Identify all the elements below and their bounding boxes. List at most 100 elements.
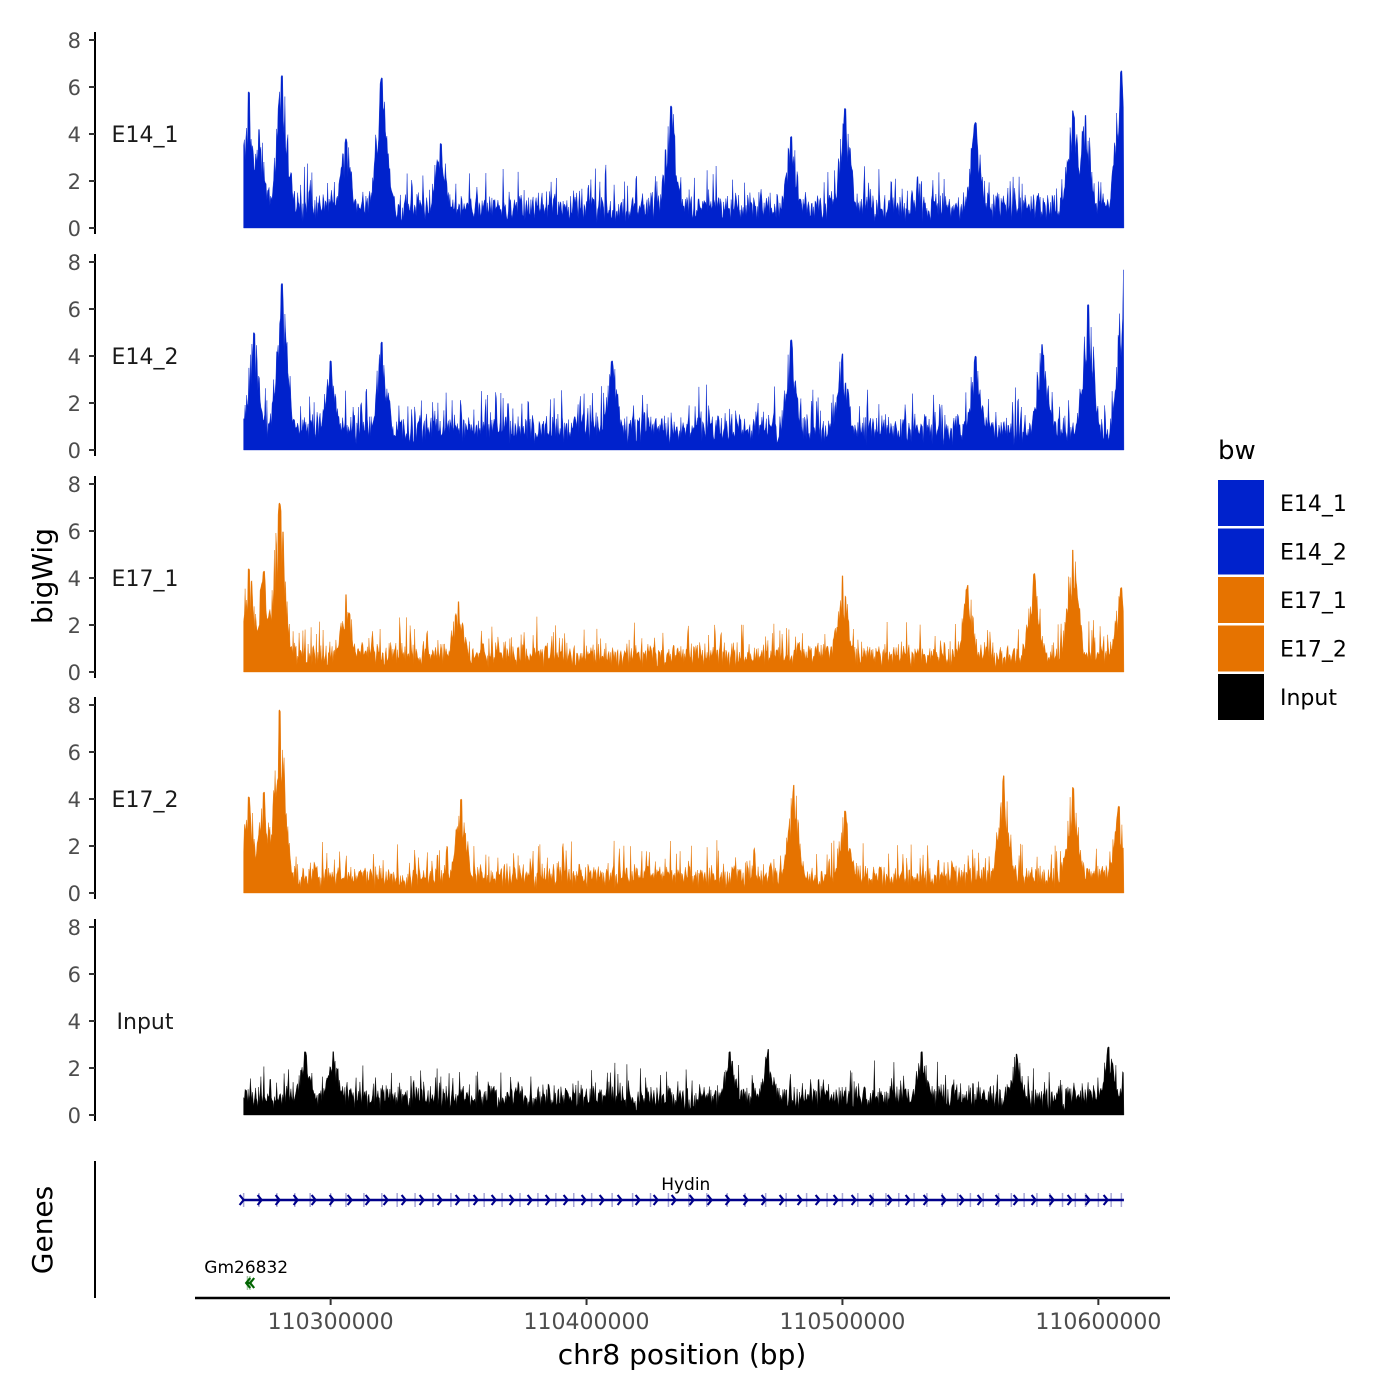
gene-arrow-Hydin-28 (742, 1194, 750, 1206)
gene-arrow-Hydin-7 (364, 1194, 372, 1206)
y-tick-label-Input-0: 0 (68, 1104, 81, 1128)
gene-arrow-Hydin-2 (274, 1194, 282, 1206)
panel-Input: 0 2 4 6 8 Input (68, 916, 1125, 1128)
gene-arrow-Hydin-15 (508, 1194, 516, 1206)
gene-arrow-Hydin-32 (814, 1194, 822, 1206)
y-tick-label-Input-8: 8 (68, 916, 81, 940)
gene-arrow-Hydin-35 (868, 1194, 876, 1206)
gene-arrow-Hydin-22 (634, 1194, 642, 1206)
legend-label-Input: Input (1280, 686, 1337, 711)
gene-arrow-Hydin-36 (886, 1194, 894, 1206)
y-tick-label-E14_2-4: 4 (68, 345, 81, 369)
gene-arrow-Hydin-26 (706, 1194, 714, 1206)
signal-area-E17_1 (243, 502, 1125, 673)
panel-label-Input: Input (117, 1010, 174, 1035)
panel-E14_1: 0 2 4 6 8 E14_1 (68, 29, 1125, 241)
gene-arrow-Hydin-8 (382, 1194, 390, 1206)
gene-arrow-Hydin-25 (688, 1194, 696, 1206)
gene-arrow-Hydin-21 (616, 1194, 624, 1206)
gene-arrow-Hydin-24 (670, 1194, 678, 1206)
bigwig-panels: 0 2 4 6 8 E14_1 0 2 4 6 8 E14_2 0 2 4 6 8 E17_1 0 2 4 6 8 E17_2… (68, 29, 1125, 1128)
y-tick-label-E17_2-8: 8 (68, 694, 81, 718)
gene-arrow-Hydin-23 (652, 1194, 660, 1206)
signal-area-E14_2 (243, 269, 1125, 451)
gene-arrow-Hydin-0 (238, 1194, 246, 1206)
gene-arrow-Hydin-19 (580, 1194, 588, 1206)
legend-label-E14_1: E14_1 (1280, 492, 1347, 517)
y-tick-label-E17_1-6: 6 (68, 520, 81, 544)
signal-area-E17_2 (243, 709, 1125, 894)
y-tick-label-E14_1-8: 8 (68, 29, 81, 53)
gene-arrow-Hydin-9 (400, 1194, 408, 1206)
x-tick-label-110400000: 110400000 (524, 1310, 650, 1335)
panel-E14_2: 0 2 4 6 8 E14_2 (68, 251, 1125, 463)
y-tick-label-E14_1-0: 0 (68, 217, 81, 241)
genes-track: Genes Hydin Gm26832 (26, 1161, 1124, 1298)
x-axis: 110300000 110400000 110500000 110600000 (195, 1296, 1170, 1335)
gene-arrow-Hydin-44 (1030, 1194, 1038, 1206)
panel-E17_2: 0 2 4 6 8 E17_2 (68, 694, 1125, 906)
y-tick-label-E17_2-0: 0 (68, 882, 81, 906)
gene-arrow-Hydin-45 (1048, 1194, 1056, 1206)
legend-key-E14_1 (1218, 480, 1264, 526)
gene-arrow-Hydin-43 (1012, 1194, 1020, 1206)
y-tick-label-E14_1-6: 6 (68, 76, 81, 100)
legend-label-E17_1: E17_1 (1280, 589, 1347, 614)
gene-arrow-Hydin-5 (328, 1194, 336, 1206)
legend-key-Input (1218, 674, 1264, 720)
gene-arrow-Hydin-27 (724, 1194, 732, 1206)
y-tick-label-Input-4: 4 (68, 1010, 81, 1034)
gene-arrow-Hydin-12 (454, 1194, 462, 1206)
gene-label-Hydin: Hydin (661, 1175, 710, 1195)
y-tick-label-E17_2-2: 2 (68, 835, 81, 859)
legend-key-E14_2 (1218, 528, 1264, 575)
panel-label-E17_1: E17_1 (112, 567, 179, 592)
y-tick-label-E14_2-8: 8 (68, 251, 81, 275)
y-tick-label-E14_2-6: 6 (68, 298, 81, 322)
gene-arrow-Hydin-3 (292, 1194, 300, 1206)
gene-arrow-Hydin-6 (346, 1194, 354, 1206)
gene-Hydin: Hydin (238, 1175, 1124, 1207)
gene-arrow-Hydin-47 (1084, 1194, 1092, 1206)
gene-Gm26832: Gm26832 (204, 1258, 288, 1290)
legend-key-E17_2 (1218, 625, 1264, 672)
gene-arrow-Hydin-29 (760, 1194, 768, 1206)
y-tick-label-E17_1-8: 8 (68, 473, 81, 497)
y-tick-label-E17_1-2: 2 (68, 614, 81, 638)
y-tick-label-E14_1-2: 2 (68, 170, 81, 194)
gene-label-Gm26832: Gm26832 (204, 1258, 288, 1278)
y-tick-label-E17_1-0: 0 (68, 661, 81, 685)
legend-label-E14_2: E14_2 (1280, 541, 1347, 566)
gene-arrow-Hydin-13 (472, 1194, 480, 1206)
panel-E17_1: 0 2 4 6 8 E17_1 (68, 473, 1125, 685)
gene-arrow-Hydin-34 (850, 1194, 858, 1206)
y-tick-label-E17_2-4: 4 (68, 788, 81, 812)
legend: bw E14_1 E14_2 E17_1 E17_2 Input (1218, 436, 1347, 720)
gene-arrow-Hydin-30 (778, 1194, 786, 1206)
y-tick-label-E14_1-4: 4 (68, 123, 81, 147)
legend-key-E17_1 (1218, 577, 1264, 623)
gene-arrow-Hydin-41 (976, 1194, 984, 1206)
y-tick-label-E14_2-2: 2 (68, 392, 81, 416)
gene-arrow-Hydin-17 (544, 1194, 552, 1206)
gene-arrow-Hydin-31 (796, 1194, 804, 1206)
panel-label-E14_1: E14_1 (112, 123, 179, 148)
genes-track-label: Genes (26, 1186, 59, 1274)
x-tick-label-110500000: 110500000 (779, 1310, 905, 1335)
signal-area-E14_1 (243, 70, 1125, 229)
gene-arrow-Gm26832-0 (244, 1277, 252, 1289)
y-tick-label-E14_2-0: 0 (68, 439, 81, 463)
panel-label-E14_2: E14_2 (112, 345, 179, 370)
legend-label-E17_2: E17_2 (1280, 638, 1347, 663)
x-axis-title: chr8 position (bp) (558, 1338, 807, 1371)
gene-arrow-Hydin-4 (310, 1194, 318, 1206)
y-tick-label-Input-2: 2 (68, 1057, 81, 1081)
gene-arrow-Hydin-20 (598, 1194, 606, 1206)
y-tick-label-Input-6: 6 (68, 963, 81, 987)
gene-arrow-Hydin-10 (418, 1194, 426, 1206)
gene-arrow-Gm26832-1 (248, 1277, 256, 1289)
gene-arrow-Hydin-11 (436, 1194, 444, 1206)
panel-label-E17_2: E17_2 (112, 788, 179, 813)
gene-arrow-Hydin-40 (958, 1194, 966, 1206)
